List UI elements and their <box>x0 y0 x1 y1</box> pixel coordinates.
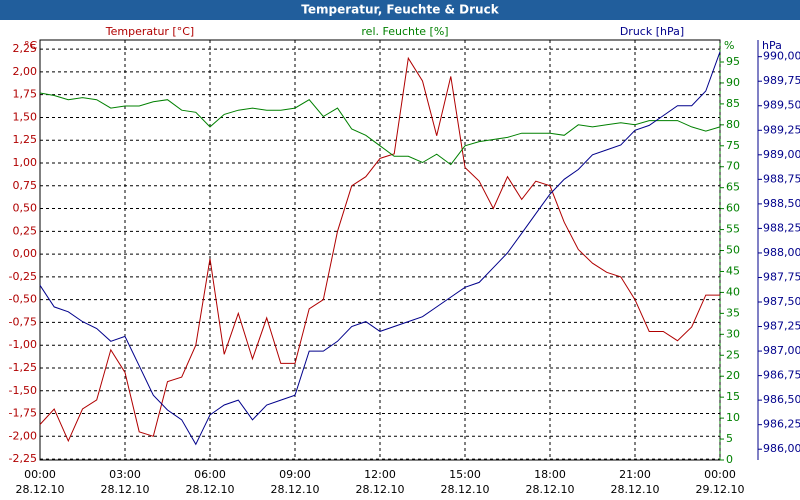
y2-tick-label: 75 <box>726 139 740 152</box>
x-tick-label: 00:00 <box>24 468 56 481</box>
chart-title: Temperatur, Feuchte & Druck <box>301 3 499 17</box>
y-tick-label: 0,75 <box>13 179 38 192</box>
y3-tick-label: 987,75 <box>763 270 800 283</box>
y2-tick-label: 60 <box>726 202 740 215</box>
y-tick-label: -1,00 <box>9 338 37 351</box>
y-tick-label: -0,25 <box>9 270 37 283</box>
y2-tick-label: 45 <box>726 264 740 277</box>
y3-tick-label: 990,00 <box>763 50 800 63</box>
y-tick-label: 2,25 <box>13 42 38 55</box>
y-tick-label: -0,50 <box>9 293 37 306</box>
y-tick-label: -2,25 <box>9 452 37 465</box>
y-tick-label: 1,00 <box>13 156 38 169</box>
y-tick-label: 1,25 <box>13 133 38 146</box>
y-tick-label: 0,50 <box>13 202 38 215</box>
y3-tick-label: 988,50 <box>763 197 800 210</box>
legend-label: rel. Feuchte [%] <box>361 25 448 38</box>
x-tick-date: 28.12.10 <box>526 483 575 496</box>
y-tick-label: -0,75 <box>9 315 37 328</box>
y2-tick-label: 5 <box>726 432 733 445</box>
y2-tick-label: 15 <box>726 390 740 403</box>
x-tick-label: 12:00 <box>364 468 396 481</box>
y3-tick-label: 987,00 <box>763 344 800 357</box>
y3-tick-label: 986,25 <box>763 418 800 431</box>
y2-tick-label: 40 <box>726 285 740 298</box>
y2-tick-label: 55 <box>726 223 740 236</box>
y2-tick-label: 25 <box>726 348 740 361</box>
y3-tick-label: 987,50 <box>763 295 800 308</box>
y3-tick-label: 986,75 <box>763 369 800 382</box>
y3-tick-label: 986,00 <box>763 442 800 455</box>
x-tick-label: 09:00 <box>279 468 311 481</box>
series-line <box>39 92 721 166</box>
x-tick-date: 28.12.10 <box>271 483 320 496</box>
x-tick-date: 28.12.10 <box>101 483 150 496</box>
x-tick-date: 28.12.10 <box>356 483 405 496</box>
y-tick-label: -2,00 <box>9 429 37 442</box>
y2-tick-label: 80 <box>726 118 740 131</box>
x-tick-label: 18:00 <box>534 468 566 481</box>
legend-label: Temperatur [°C] <box>105 25 194 38</box>
y2-tick-label: 70 <box>726 160 740 173</box>
y3-tick-label: 989,50 <box>763 99 800 112</box>
x-tick-date: 28.12.10 <box>611 483 660 496</box>
y3-tick-label: 988,25 <box>763 221 800 234</box>
y2-tick-label: 90 <box>726 76 740 89</box>
y3-tick-label: 986,50 <box>763 393 800 406</box>
x-tick-label: 00:00 <box>704 468 736 481</box>
y2-tick-label: 0 <box>726 453 733 466</box>
series-line <box>39 56 720 443</box>
x-tick-label: 03:00 <box>109 468 141 481</box>
x-tick-label: 21:00 <box>619 468 651 481</box>
y-tick-label: 0,00 <box>13 247 38 260</box>
y3-tick-label: 989,25 <box>763 123 800 136</box>
x-tick-date: 28.12.10 <box>16 483 65 496</box>
y3-tick-label: 987,25 <box>763 320 800 333</box>
y2-tick-label: 95 <box>726 55 740 68</box>
series-line <box>39 51 721 446</box>
y-tick-label: 1,75 <box>13 88 38 101</box>
y3-tick-label: 988,00 <box>763 246 800 259</box>
y3-tick-label: 989,00 <box>763 148 800 161</box>
y2-tick-label: 85 <box>726 97 740 110</box>
y-tick-label: 2,00 <box>13 65 38 78</box>
y-tick-label: -1,25 <box>9 361 37 374</box>
x-tick-label: 06:00 <box>194 468 226 481</box>
y2-tick-label: 35 <box>726 306 740 319</box>
x-tick-label: 15:00 <box>449 468 481 481</box>
y2-tick-label: 65 <box>726 181 740 194</box>
y2-tick-label: 50 <box>726 244 740 257</box>
x-tick-date: 28.12.10 <box>186 483 235 496</box>
y-tick-label: 0,25 <box>13 224 38 237</box>
y2-axis-label: % <box>724 39 734 52</box>
y2-tick-label: 20 <box>726 369 740 382</box>
y-tick-label: -1,50 <box>9 384 37 397</box>
y3-tick-label: 988,75 <box>763 172 800 185</box>
x-tick-date: 28.12.10 <box>441 483 490 496</box>
y2-tick-label: 10 <box>726 411 740 424</box>
y3-tick-label: 989,75 <box>763 74 800 87</box>
y2-tick-label: 30 <box>726 327 740 340</box>
x-tick-date: 29.12.10 <box>696 483 745 496</box>
y-tick-label: -1,75 <box>9 407 37 420</box>
legend-label: Druck [hPa] <box>620 25 684 38</box>
title-bar <box>0 0 800 20</box>
y-tick-label: 1,50 <box>13 110 38 123</box>
y3-axis-label: hPa <box>762 39 782 52</box>
y-axis-label: °C <box>24 39 38 52</box>
